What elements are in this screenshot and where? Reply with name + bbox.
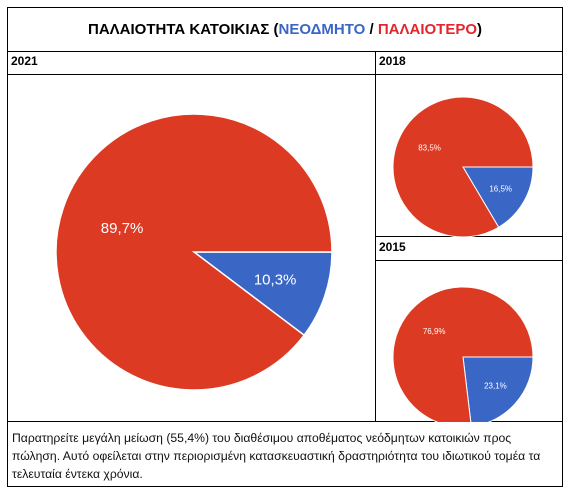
pie-slice-2018-old — [392, 96, 534, 237]
pie-label-2015-new: 23,1% — [484, 382, 507, 391]
chart-frame: ΠΑΛΑΙΟΤΗΤΑ ΚΑΤΟΙΚΙΑΣ (ΝΕΟΔΜΗΤΟ / ΠΑΛΑΙΟΤ… — [7, 7, 563, 487]
pie-label-2015-old: 76,9% — [423, 327, 446, 336]
header-row-divider — [8, 74, 562, 75]
pie-slice-2021-new — [191, 251, 333, 337]
page-title: ΠΑΛΑΙΟΤΗΤΑ ΚΑΤΟΙΚΙΑΣ (ΝΕΟΔΜΗΤΟ / ΠΑΛΑΙΟΤ… — [8, 8, 562, 52]
pie-label-2021-old: 89,7% — [101, 220, 144, 237]
title-separator: / — [365, 21, 378, 38]
panel-2021-label: 2021 — [11, 54, 38, 68]
title-new-label: ΝΕΟΔΜΗΤΟ — [278, 21, 366, 38]
pie-label-2021-new: 10,3% — [254, 271, 297, 288]
panel-2018: 2018 16,5% 83,5% — [376, 51, 562, 237]
note-text: Παρατηρείτε μεγάλη μείωση (55,4%) του δι… — [12, 431, 541, 481]
pie-chart-2021: 10,3% 89,7% — [55, 113, 333, 391]
pie-slice-2015-old — [392, 286, 534, 422]
right-cell-2015-header-divider — [375, 260, 562, 261]
title-old-label: ΠΑΛΑΙΟΤΕΡΟ — [377, 21, 477, 38]
pie-slice-2018-new — [462, 166, 534, 228]
pie-slice-2015-new — [462, 356, 534, 422]
panel-2018-label: 2018 — [379, 54, 406, 68]
pie-label-2018-old: 83,5% — [418, 144, 441, 153]
panel-2015: 2015 23,1% 76,9% — [376, 237, 562, 422]
pie-chart-2018: 16,5% 83,5% — [392, 96, 534, 237]
title-prefix: ΠΑΛΑΙΟΤΗΤΑ ΚΑΤΟΙΚΙΑΣ ( — [87, 21, 279, 38]
pie-slice-2021-old — [55, 113, 333, 391]
title-suffix: ) — [477, 21, 482, 38]
panel-2015-label: 2015 — [379, 240, 406, 254]
pie-chart-2015: 23,1% 76,9% — [392, 286, 534, 422]
panel-2021: 2021 10,3% 89,7% — [8, 51, 375, 421]
note-divider — [8, 421, 562, 422]
pie-label-2018-new: 16,5% — [489, 184, 512, 193]
